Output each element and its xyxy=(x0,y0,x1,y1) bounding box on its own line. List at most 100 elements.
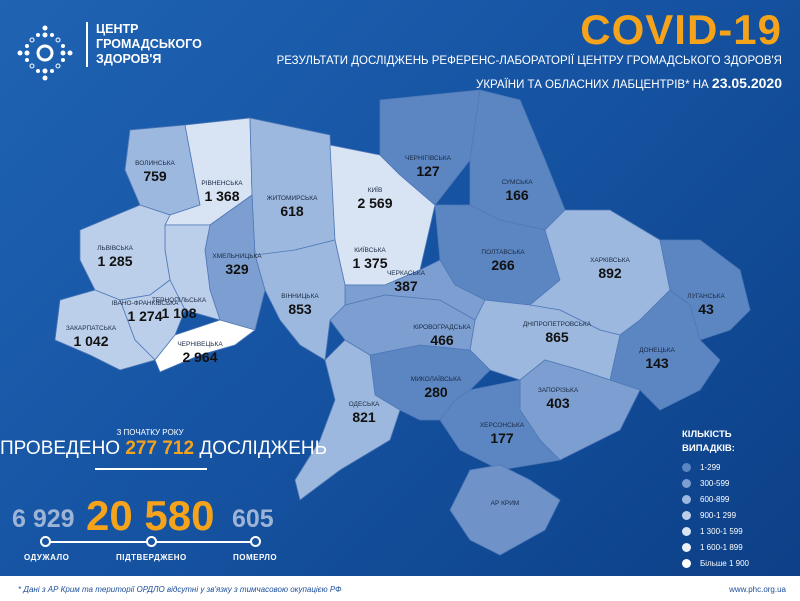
tests-prefix: ПРОВЕДЕНО xyxy=(0,438,121,459)
region-cases-kharkiv: 892 xyxy=(598,265,622,281)
region-name-mykolaiv: МИКОЛАЇВСЬКА xyxy=(411,375,462,383)
region-name-kherson: ХЕРСОНСЬКА xyxy=(480,422,525,429)
legend-swatch xyxy=(682,526,691,536)
legend-label: 1 600-1 899 xyxy=(700,542,743,552)
region-cases-cherkasy: 387 xyxy=(394,278,418,294)
region-donetsk xyxy=(609,289,721,411)
region-cases-zakarpattia: 1 042 xyxy=(73,333,108,349)
legend-swatch xyxy=(682,478,691,488)
region-cases-odesa: 821 xyxy=(352,409,376,425)
footnote: * Дані з АР Крим та території ОРДЛО відс… xyxy=(18,585,342,594)
subtitle: РЕЗУЛЬТАТИ ДОСЛІДЖЕНЬ РЕФЕРЕНС-ЛАБОРАТОР… xyxy=(276,55,782,67)
timeline-dot xyxy=(40,536,51,547)
region-name-ivano-frankivsk: ІВАНО-ФРАНКІВСЬКА xyxy=(112,300,180,307)
region-cases-vinnytsia: 853 xyxy=(288,301,312,317)
region-cases-khmelnytskyi: 329 xyxy=(225,261,249,277)
region-name-volyn: ВОЛИНСЬКА xyxy=(135,160,175,167)
region-name-zhytomyr: ЖИТОМИРСЬКА xyxy=(267,195,319,202)
website-link[interactable]: www.phc.org.ua xyxy=(729,585,786,594)
deaths-label: ПОМЕРЛО xyxy=(233,553,278,562)
org-name-line: ЦЕНТР xyxy=(96,22,139,36)
region-name-cherkasy: ЧЕРКАСЬКА xyxy=(387,270,426,277)
legend-label: 1-299 xyxy=(700,462,721,472)
region-cases-zhytomyr: 618 xyxy=(280,203,304,219)
legend-swatch xyxy=(682,558,691,568)
legend-item: 1 600-1 899 xyxy=(682,539,749,555)
region-name-chernivtsi: ЧЕРНІВЕЦЬКА xyxy=(177,341,223,348)
legend-title: КІЛЬКІСТЬ xyxy=(682,429,732,440)
region-sumy xyxy=(469,89,566,231)
since-label: З ПОЧАТКУ РОКУ xyxy=(116,428,184,437)
page-title: COVID-19 xyxy=(580,6,782,53)
region-cases-luhansk: 43 xyxy=(698,301,714,317)
region-cases-mykolaiv: 280 xyxy=(424,384,448,400)
region-name-donetsk: ДОНЕЦЬКА xyxy=(639,347,675,354)
legend-item: 600-899 xyxy=(682,491,749,507)
region-cases-kyiv-city: 2 569 xyxy=(357,195,392,211)
region-name-zaporizhzhia: ЗАПОРІЗЬКА xyxy=(538,387,579,394)
region-cases-volyn: 759 xyxy=(143,168,167,184)
footer xyxy=(0,576,800,601)
region-odesa xyxy=(294,339,401,501)
region-name-kharkiv: ХАРКІВСЬКА xyxy=(590,257,630,264)
region-name-rivne: РІВНЕНСЬКА xyxy=(201,180,243,187)
legend-label: 900-1 299 xyxy=(700,510,737,520)
region-cases-kirovohrad: 466 xyxy=(430,332,454,348)
report-date: 23.05.2020 xyxy=(711,75,782,91)
region-name-odesa: ОДЕСЬКА xyxy=(349,401,380,408)
region-cases-ternopil: 1 108 xyxy=(161,305,196,321)
region-name-khmelnytskyi: ХМЕЛЬНИЦЬКА xyxy=(212,253,262,260)
tests-line: ПРОВЕДЕНО 277 712 ДОСЛІДЖЕНЬ xyxy=(0,438,327,460)
recovered-label: ОДУЖАЛО xyxy=(24,553,70,562)
region-crimea xyxy=(449,464,561,556)
region-name-sumy: СУМСЬКА xyxy=(501,179,533,186)
region-name-dnipro: ДНІПРОПЕТРОВСЬКА xyxy=(523,321,592,328)
region-name-lviv: ЛЬВІВСЬКА xyxy=(97,245,134,252)
tests-value: 277 712 xyxy=(125,438,195,459)
confirmed-label: ПІДТВЕРДЖЕНО xyxy=(116,553,187,562)
region-name-crimea: АР КРИМ xyxy=(491,500,520,507)
region-name-vinnytsia: ВІННИЦЬКА xyxy=(281,293,319,300)
legend-swatch xyxy=(682,494,691,504)
org-name-line: ГРОМАДСЬКОГО xyxy=(96,37,202,51)
region-name-poltava: ПОЛТАВСЬКА xyxy=(481,249,525,256)
region-cases-lviv: 1 285 xyxy=(97,253,132,269)
legend-swatch xyxy=(682,542,691,552)
org-name: ЦЕНТР ГРОМАДСЬКОГО ЗДОРОВ'Я xyxy=(86,22,202,67)
region-cherkasy xyxy=(344,259,486,321)
legend-label: Більше 1 900 xyxy=(700,558,749,568)
legend-item: 300-599 xyxy=(682,475,749,491)
phc-logo-icon xyxy=(17,25,73,81)
org-name-line: ЗДОРОВ'Я xyxy=(96,52,162,66)
confirmed-value: 20 580 xyxy=(86,492,215,539)
region-name-kirovohrad: КІРОВОГРАДСЬКА xyxy=(413,324,471,331)
subtitle-date-line: УКРАЇНИ ТА ОБЛАСНИХ ЛАБЦЕНТРІВ* НА 23.05… xyxy=(476,75,782,91)
region-cases-kherson: 177 xyxy=(490,430,514,446)
region-name-luhansk: ЛУГАНСЬКА xyxy=(687,293,725,300)
region-cases-kyiv: 1 375 xyxy=(352,255,387,271)
region-vinnytsia xyxy=(254,239,346,361)
region-cases-poltava: 266 xyxy=(491,257,515,273)
region-cases-sumy: 166 xyxy=(505,187,529,203)
region-cases-dnipro: 865 xyxy=(545,329,569,345)
region-name-chernihiv: ЧЕРНІГІВСЬКА xyxy=(405,155,452,162)
deaths-value: 605 xyxy=(232,505,274,533)
legend-label: 1 300-1 599 xyxy=(700,526,743,536)
legend-item: 1 300-1 599 xyxy=(682,523,749,539)
region-name-kyiv-city: КИЇВ xyxy=(368,186,383,194)
legend-item: Більше 1 900 xyxy=(682,555,749,571)
divider xyxy=(95,468,207,470)
region-cases-ivano-frankivsk: 1 274 xyxy=(127,308,162,324)
region-cases-rivne: 1 368 xyxy=(204,188,239,204)
region-cases-donetsk: 143 xyxy=(645,355,669,371)
tests-suffix: ДОСЛІДЖЕНЬ xyxy=(199,438,328,459)
region-name-ternopil: ТЕРНОПІЛЬСЬКА xyxy=(152,297,207,304)
legend-swatch xyxy=(682,510,691,520)
legend: КІЛЬКІСТЬ ВИПАДКІВ: 1-299 300-599 600-899 9… xyxy=(682,428,749,571)
timeline-dot xyxy=(146,536,157,547)
region-cases-chernivtsi: 2 964 xyxy=(182,349,217,365)
legend-swatch xyxy=(682,462,691,472)
region-chernivtsi xyxy=(154,319,256,373)
legend-item: 1-299 xyxy=(682,459,749,475)
